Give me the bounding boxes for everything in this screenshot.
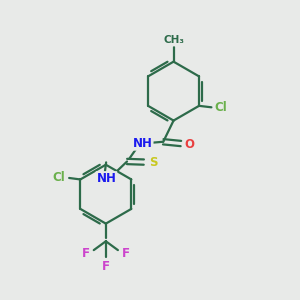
Text: F: F [82,247,90,260]
Text: CH₃: CH₃ [163,35,184,46]
Text: Cl: Cl [215,101,227,114]
Text: Cl: Cl [53,172,65,184]
Text: NH: NH [133,137,153,150]
Text: F: F [122,247,130,260]
Text: S: S [149,157,158,169]
Text: O: O [185,138,195,151]
Text: NH: NH [97,172,116,185]
Text: F: F [102,260,110,272]
